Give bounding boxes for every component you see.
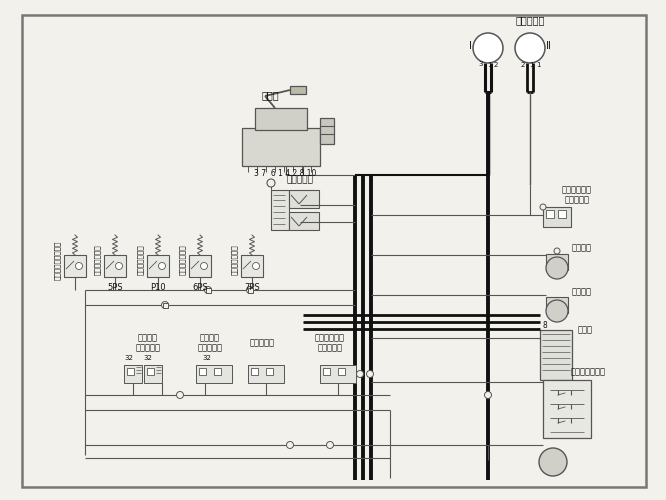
- Bar: [271, 190, 289, 230]
- Text: I: I: [469, 41, 472, 51]
- Text: 3: 3: [479, 61, 484, 67]
- Bar: [199, 368, 206, 375]
- Text: 电空制动
排气电磁鄀: 电空制动 排气电磁鄀: [198, 334, 222, 352]
- Bar: [242, 128, 320, 166]
- Text: 7PS: 7PS: [244, 282, 260, 292]
- Text: 速度监控装置
准制电磁鄀: 速度监控装置 准制电磁鄀: [315, 334, 345, 352]
- Text: 过充风缸: 过充风缸: [572, 288, 592, 296]
- Circle shape: [539, 448, 567, 476]
- Bar: [64, 255, 86, 277]
- Text: 紧急压力控制器: 紧急压力控制器: [178, 244, 185, 276]
- Circle shape: [473, 33, 503, 63]
- Text: Ⅱ: Ⅱ: [545, 41, 550, 51]
- Bar: [147, 368, 154, 375]
- Bar: [558, 210, 566, 218]
- Bar: [320, 365, 356, 383]
- Text: 过充压力控制器: 过充压力控制器: [230, 244, 237, 276]
- Bar: [290, 86, 306, 94]
- Circle shape: [540, 204, 546, 210]
- Bar: [144, 365, 162, 383]
- Bar: [543, 380, 591, 438]
- Text: 32: 32: [202, 355, 211, 361]
- Text: 空电转换控制器: 空电转换控制器: [571, 368, 605, 376]
- Bar: [540, 330, 572, 380]
- Bar: [338, 368, 345, 375]
- Text: 32: 32: [124, 355, 133, 361]
- Text: 1: 1: [529, 62, 533, 68]
- Bar: [124, 365, 142, 383]
- Circle shape: [75, 262, 83, 270]
- Bar: [163, 302, 168, 308]
- Circle shape: [484, 392, 492, 398]
- Text: 制动阀: 制动阀: [261, 90, 279, 100]
- Bar: [546, 297, 568, 313]
- Circle shape: [267, 179, 275, 187]
- Text: 均衡风缸: 均衡风缸: [572, 244, 592, 252]
- Bar: [255, 108, 307, 130]
- Circle shape: [115, 262, 123, 270]
- Text: 电空制动
限流电磁鄀: 电空制动 限流电磁鄀: [135, 334, 161, 352]
- Circle shape: [204, 286, 212, 294]
- Text: 速度监控装置: 速度监控装置: [562, 186, 592, 194]
- Bar: [189, 255, 211, 277]
- Circle shape: [161, 302, 168, 308]
- Circle shape: [252, 262, 260, 270]
- Circle shape: [554, 248, 560, 254]
- Text: 均衡压力控制器: 均衡压力控制器: [137, 244, 143, 276]
- Text: 急制电磁鄀: 急制电磁鄀: [286, 176, 314, 184]
- Circle shape: [546, 257, 568, 279]
- Text: 1: 1: [535, 62, 540, 68]
- Bar: [289, 212, 319, 230]
- Bar: [147, 255, 169, 277]
- Text: 均衡风缸压力变送器: 均衡风缸压力变送器: [54, 240, 61, 280]
- Text: 2: 2: [521, 62, 525, 68]
- Circle shape: [159, 262, 165, 270]
- Circle shape: [515, 33, 545, 63]
- Circle shape: [176, 392, 184, 398]
- Bar: [546, 210, 554, 218]
- Circle shape: [546, 300, 568, 322]
- Text: 1: 1: [487, 62, 492, 68]
- Text: P10: P10: [151, 282, 166, 292]
- Bar: [266, 368, 273, 375]
- Bar: [248, 365, 284, 383]
- Text: 2: 2: [494, 62, 498, 68]
- Circle shape: [356, 370, 364, 378]
- Text: 保压压力控制器: 保压压力控制器: [94, 244, 101, 276]
- Bar: [127, 368, 134, 375]
- Bar: [206, 288, 210, 292]
- Bar: [241, 255, 263, 277]
- Bar: [214, 368, 221, 375]
- Text: 3 7  6 1 4 2 8 10: 3 7 6 1 4 2 8 10: [254, 168, 316, 177]
- Bar: [251, 368, 258, 375]
- Text: 急制电磁鄀: 急制电磁鄀: [250, 338, 274, 347]
- Bar: [320, 118, 334, 144]
- Text: 32: 32: [144, 355, 153, 361]
- Circle shape: [366, 370, 374, 378]
- Bar: [104, 255, 126, 277]
- Text: 双针压力表: 双针压力表: [515, 15, 545, 25]
- Text: 5PS: 5PS: [107, 282, 123, 292]
- Bar: [289, 190, 319, 208]
- Bar: [248, 288, 252, 292]
- Text: 排气电磁鄀: 排气电磁鄀: [565, 196, 589, 204]
- Circle shape: [246, 286, 254, 294]
- Text: 中缝鄀: 中缝鄀: [577, 326, 593, 334]
- Bar: [323, 368, 330, 375]
- Text: 8: 8: [543, 322, 547, 330]
- Circle shape: [200, 262, 208, 270]
- Text: 6PS: 6PS: [192, 282, 208, 292]
- Circle shape: [326, 442, 334, 448]
- Bar: [543, 207, 571, 227]
- Circle shape: [286, 442, 294, 448]
- Bar: [196, 365, 232, 383]
- Bar: [546, 254, 568, 270]
